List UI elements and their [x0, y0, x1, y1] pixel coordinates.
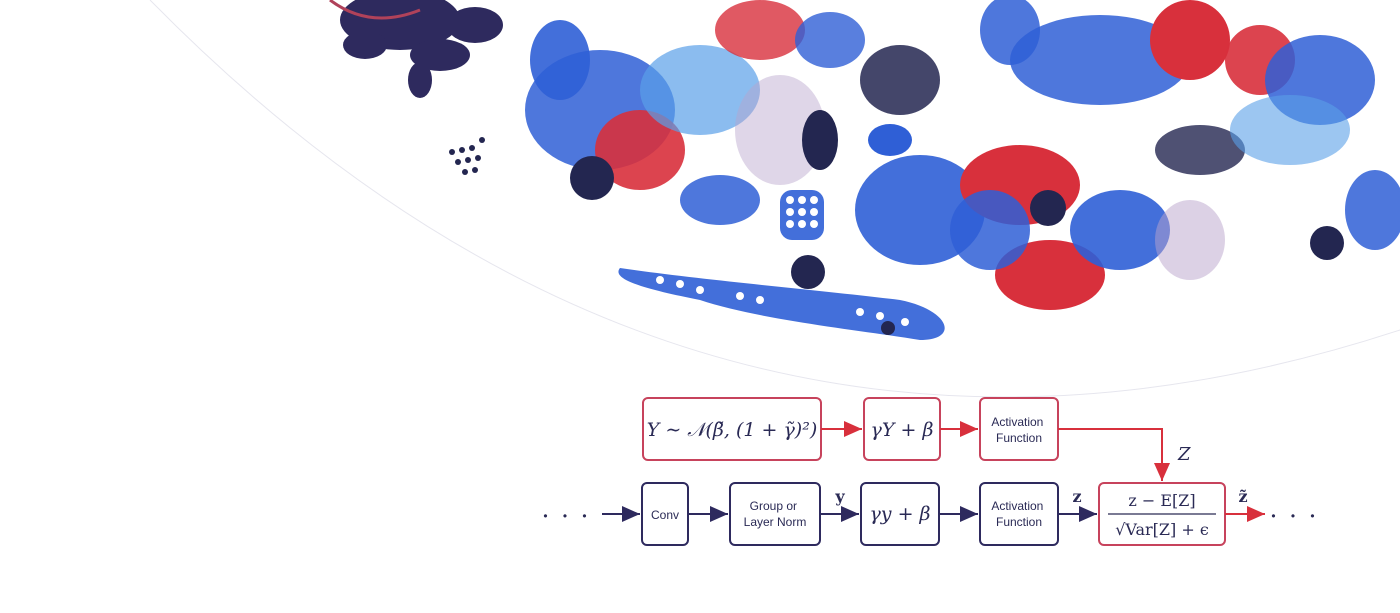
- bottom-activation-box: Activation Function: [979, 482, 1059, 546]
- normalize-numerator: z − E[Z]: [1128, 491, 1195, 510]
- dotted-cluster: [449, 137, 485, 175]
- conv-label: Conv: [651, 508, 679, 522]
- y-label: y: [834, 487, 845, 506]
- top-affine-box: γY + β: [863, 397, 941, 461]
- left-blob: [525, 20, 825, 225]
- norm-label: Group or Layer Norm: [744, 499, 807, 529]
- bottom-affine-box: γy + β: [860, 482, 940, 546]
- center-cluster: [715, 0, 940, 170]
- normalize-box: z − E[Z] √Var[Z] + ϵ: [1098, 482, 1226, 546]
- distribution-formula: Y ∼ 𝒩(β̃, (1 + γ̃)²): [647, 419, 818, 441]
- leading-ellipsis: • • •: [543, 509, 592, 523]
- bottom-affine-formula: γy + β: [869, 503, 930, 525]
- center-blob: [855, 145, 1225, 310]
- bottom-strip: [618, 255, 945, 340]
- navy-flower-shape: [329, 0, 503, 98]
- top-affine-formula: γY + β: [871, 419, 934, 441]
- z-tilde-label: z̃: [1238, 487, 1247, 506]
- top-activation-label: Activation Function: [991, 415, 1046, 445]
- faint-arc: [149, 0, 1400, 398]
- top-activation-box: Activation Function: [979, 397, 1059, 461]
- z-label: z: [1072, 487, 1081, 506]
- arrow-activation-to-normalize: [1058, 428, 1170, 481]
- normalize-denominator: √Var[Z] + ϵ: [1115, 520, 1209, 539]
- bottom-activation-label: Activation Function: [991, 499, 1046, 529]
- conv-box: Conv: [641, 482, 689, 546]
- distribution-box: Y ∼ 𝒩(β̃, (1 + γ̃)²): [642, 397, 822, 461]
- right-cluster: [980, 0, 1400, 260]
- z-distribution-label: Z: [1177, 444, 1191, 465]
- norm-box: Group or Layer Norm: [729, 482, 821, 546]
- dotted-column: [780, 190, 824, 240]
- trailing-ellipsis: • • •: [1271, 509, 1320, 523]
